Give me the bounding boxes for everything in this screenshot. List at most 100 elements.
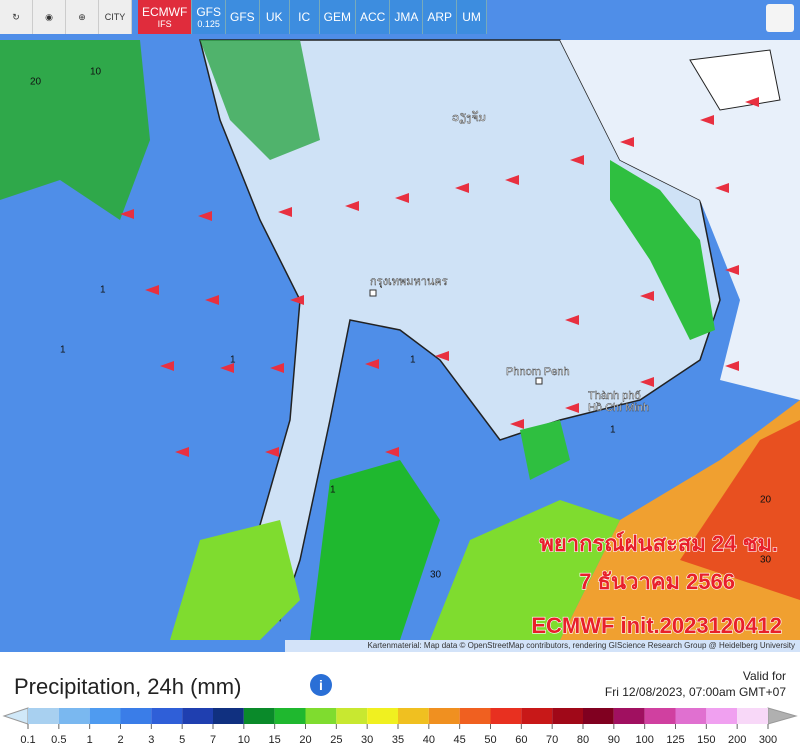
scale-label: 3	[148, 734, 154, 746]
model-name: ACC	[360, 10, 386, 24]
scale-label: 0.5	[51, 734, 66, 746]
scale-cell	[28, 708, 59, 724]
scale-cell	[398, 708, 429, 724]
model-buttons: ECMWF IFS GFS 0.125 GFS UK IC GEM ACC JMA ARP UM	[138, 0, 488, 36]
model-button[interactable]: GFS 0.125	[192, 0, 226, 34]
model-button[interactable]: GEM	[319, 0, 357, 34]
info-button[interactable]: i	[310, 674, 332, 696]
scale-label: 60	[515, 734, 527, 746]
scale-label: 80	[577, 734, 589, 746]
contour-label: 1	[330, 485, 336, 496]
scale-cell	[459, 708, 491, 724]
model-button[interactable]: ACC	[356, 0, 391, 34]
scale-label: 100	[635, 734, 653, 746]
contour-label: 1	[610, 425, 616, 436]
scale-label: 10	[238, 734, 250, 746]
scale-cell	[274, 708, 306, 724]
scale-cell	[182, 708, 213, 724]
toolbar: ↻ ◉ ⊕ CITY ECMWF IFS GFS 0.125 GFS UK IC GEM ACC…	[0, 0, 488, 36]
scale-cell	[120, 708, 152, 724]
scale-label: 1	[87, 734, 93, 746]
scale-label: 40	[423, 734, 435, 746]
scale-cell	[58, 708, 90, 724]
model-name: ECMWF	[142, 5, 188, 19]
overlay-text: 7 ธันวาคม 2566	[579, 569, 735, 594]
valid-label: Valid for	[742, 669, 786, 683]
zoom-button[interactable]: ⊕	[66, 0, 99, 34]
model-name: UK	[265, 10, 283, 24]
scale-cell	[583, 708, 614, 724]
contour-label: 30	[760, 555, 772, 566]
scale-cell	[521, 708, 553, 724]
scale-label: 0.1	[20, 734, 35, 746]
scale-label: 70	[546, 734, 558, 746]
model-button[interactable]: UM	[457, 0, 488, 34]
place-label: Hồ Chí Minh	[588, 402, 649, 414]
scale-cell	[552, 708, 583, 724]
scale-cell	[613, 708, 645, 724]
place-label: Phnom Penh	[506, 366, 570, 378]
valid-box: Valid for Fri 12/08/2023, 07:00am GMT+07	[605, 668, 786, 700]
model-name: IC	[298, 10, 311, 24]
valid-time: Fri 12/08/2023, 07:00am GMT+07	[604, 685, 786, 699]
scale-arrow-right	[767, 707, 798, 725]
attribution: Kartenmaterial: Map data © OpenStreetMap…	[367, 641, 795, 650]
contour-label: 30	[430, 570, 442, 581]
place-label: Thành phố	[588, 390, 641, 402]
model-button[interactable]: IC	[289, 0, 320, 34]
scale-cell	[151, 708, 183, 724]
scale-label: 25	[330, 734, 342, 746]
scale-cell	[675, 708, 707, 724]
location-button[interactable]: ◉	[33, 0, 66, 34]
model-button[interactable]: ARP	[423, 0, 458, 34]
scale-label: 15	[269, 734, 281, 746]
scale-cell	[305, 708, 337, 724]
scale-arrow-left	[2, 707, 29, 725]
scale-cell	[89, 708, 121, 724]
scale-label: 20	[299, 734, 311, 746]
model-name: GFS	[230, 10, 255, 24]
contour-label: 1	[410, 355, 416, 366]
scale-cell	[213, 708, 244, 724]
model-button[interactable]: JMA	[390, 0, 424, 34]
contour-label: 20	[30, 77, 42, 88]
scale-cell	[490, 708, 522, 724]
scale-label: 7	[210, 734, 216, 746]
scale-cell	[706, 708, 738, 724]
scale-label: 90	[608, 734, 620, 746]
scale-label: 2	[117, 734, 123, 746]
scale-cell	[243, 708, 275, 724]
scale-cell	[428, 708, 460, 724]
scale-label: 200	[728, 734, 746, 746]
model-name: GEM	[323, 10, 352, 24]
contour-label: 1	[60, 345, 66, 356]
scale-label: 45	[454, 734, 466, 746]
model-sub: 0.125	[197, 19, 220, 29]
color-scale: 0.1 0.5 1 2 3 5 7 10 15 20 25 30 35 40 45 50 60 70 80 90 100…	[2, 707, 798, 746]
model-button[interactable]: ECMWF IFS	[138, 0, 193, 34]
model-name: ARP	[427, 10, 453, 24]
overlay-text: พยากรณ์ฝนสะสม 24 ชม.	[539, 531, 778, 556]
place-label: ວຽງຈັນ	[452, 110, 486, 124]
city-button[interactable]: CITY	[99, 0, 132, 34]
scale-label: 30	[361, 734, 373, 746]
model-name: UM	[462, 10, 481, 24]
scale-label: 5	[179, 734, 185, 746]
overlay-text: ECMWF init.2023120412	[531, 613, 782, 638]
refresh-button[interactable]: ↻	[0, 0, 33, 34]
contour-label: 10	[90, 67, 102, 78]
model-button[interactable]: UK	[259, 0, 290, 34]
place-label: กรุงเทพมหานคร	[370, 276, 448, 288]
contour-label: 1	[100, 285, 106, 296]
model-name: GFS	[196, 5, 221, 19]
scale-cell	[737, 708, 768, 724]
model-sub: IFS	[157, 19, 172, 29]
model-button[interactable]: GFS	[226, 0, 260, 34]
scale-label: 125	[666, 734, 684, 746]
legend-title: Precipitation, 24h (mm)	[14, 674, 242, 699]
share-button[interactable]	[766, 4, 794, 32]
legend-panel: Precipitation, 24h (mm) i Valid for Fri …	[0, 652, 800, 751]
model-name: JMA	[394, 10, 419, 24]
